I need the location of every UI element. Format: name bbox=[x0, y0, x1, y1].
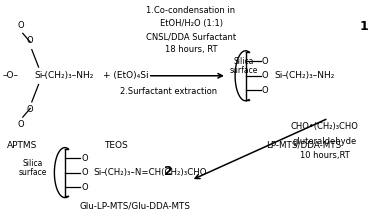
Text: APTMS: APTMS bbox=[6, 141, 37, 150]
Text: Si: Si bbox=[274, 71, 282, 80]
Text: 2.Surfactant extraction: 2.Surfactant extraction bbox=[120, 87, 217, 95]
Text: TEOS: TEOS bbox=[104, 141, 128, 150]
Text: CHO•(CH₂)₃CHO: CHO•(CH₂)₃CHO bbox=[291, 122, 359, 131]
Text: 18 hours, RT: 18 hours, RT bbox=[165, 45, 217, 54]
Text: O: O bbox=[81, 183, 88, 192]
Text: O: O bbox=[262, 86, 268, 95]
Text: Si: Si bbox=[34, 71, 43, 80]
Text: O: O bbox=[27, 36, 33, 45]
Text: 2: 2 bbox=[164, 165, 173, 178]
Text: O: O bbox=[18, 120, 25, 129]
Text: O: O bbox=[81, 168, 88, 177]
Text: + (EtO)₄Si: + (EtO)₄Si bbox=[103, 71, 148, 80]
Text: surface: surface bbox=[19, 168, 47, 177]
Text: 10 hours,RT: 10 hours,RT bbox=[300, 151, 350, 160]
Text: O: O bbox=[262, 57, 268, 66]
Text: O: O bbox=[81, 154, 88, 162]
Text: gluteraldehyde: gluteraldehyde bbox=[293, 137, 357, 146]
Text: Glu-LP-MTS/Glu-DDA-MTS: Glu-LP-MTS/Glu-DDA-MTS bbox=[79, 202, 190, 211]
Text: LP-MTS/DDA-MTS: LP-MTS/DDA-MTS bbox=[266, 141, 342, 150]
Text: surface: surface bbox=[230, 66, 258, 75]
Text: 1.Co-condensation in: 1.Co-condensation in bbox=[147, 6, 236, 15]
Text: O: O bbox=[262, 71, 268, 80]
Text: –(CH₂)₃–N=CH(CH₂)₃CHO: –(CH₂)₃–N=CH(CH₂)₃CHO bbox=[101, 168, 207, 177]
Text: CNSL/DDA Surfactant: CNSL/DDA Surfactant bbox=[146, 32, 236, 41]
Text: Si: Si bbox=[93, 168, 101, 177]
Text: –O–: –O– bbox=[2, 71, 18, 80]
Text: –(CH₂)₃–NH₂: –(CH₂)₃–NH₂ bbox=[282, 71, 335, 80]
Text: Silica: Silica bbox=[234, 57, 254, 66]
Text: Silica: Silica bbox=[23, 159, 43, 168]
Text: EtOH/H₂O (1:1): EtOH/H₂O (1:1) bbox=[160, 19, 223, 28]
Text: –(CH₂)₃–NH₂: –(CH₂)₃–NH₂ bbox=[40, 71, 94, 80]
Text: O: O bbox=[18, 21, 25, 30]
Text: 1: 1 bbox=[360, 20, 369, 33]
Text: O: O bbox=[27, 105, 33, 114]
